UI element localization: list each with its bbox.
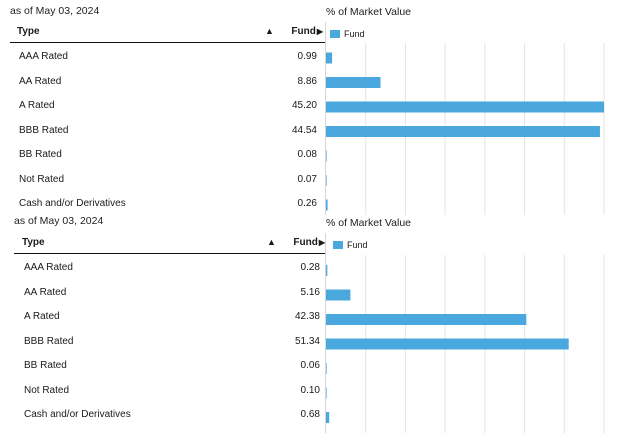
rating-type: AAA Rated: [24, 262, 73, 273]
rating-type: AAA Rated: [19, 51, 68, 62]
column-header-type[interactable]: Type: [17, 26, 40, 37]
fund-value: 45.20: [291, 100, 317, 111]
rating-type: BBB Rated: [19, 124, 69, 136]
table-row: AA Rated 5.16: [14, 280, 325, 305]
chart-panel-2: as of May 03, 2024 % of Market Value Fun…: [0, 212, 640, 433]
column-header-fund-label: Fund: [291, 26, 316, 37]
bar-plot-2: [326, 255, 605, 433]
bar-cash-and-or-derivatives: [326, 199, 328, 211]
bar-not-rated: [326, 387, 327, 399]
bar-bb-rated: [326, 150, 327, 162]
column-header-fund[interactable]: Fund▶: [291, 26, 323, 37]
fund-value: 42.38: [294, 311, 320, 322]
chart-panel-1: as of May 03, 2024 % of Market Value Fun…: [0, 0, 640, 215]
bar-aa-rated: [326, 289, 351, 301]
rating-table: Type ▲ Fund▶ AAA Rated 0.28 AA Rated 5.1…: [14, 233, 326, 433]
table-header: Type ▲ Fund▶: [14, 233, 325, 254]
table-row: A Rated 45.20: [10, 93, 325, 118]
chevron-right-icon: ▶: [318, 238, 325, 247]
legend-swatch: [330, 30, 340, 38]
fund-value: 0.28: [300, 262, 320, 273]
rating-type: A Rated: [24, 311, 60, 322]
rating-type: Cash and/or Derivatives: [19, 198, 126, 209]
sort-ascending-icon[interactable]: ▲: [267, 237, 276, 247]
fund-value: 0.26: [297, 198, 317, 209]
chart-title: % of Market Value: [326, 6, 412, 18]
fund-value: 0.10: [300, 384, 320, 396]
table-row: Cash and/or Derivatives 0.68: [14, 402, 325, 427]
rating-type: BBB Rated: [24, 335, 74, 347]
as-of-date: as of May 03, 2024: [10, 5, 100, 17]
bar-a-rated: [326, 101, 604, 113]
bar-aa-rated: [326, 77, 381, 88]
table-row: Not Rated 0.10: [14, 378, 325, 403]
column-header-fund[interactable]: Fund▶: [293, 237, 325, 248]
fund-value: 44.54: [291, 124, 317, 136]
rating-type: A Rated: [19, 100, 55, 111]
bar-bb-rated: [326, 363, 327, 374]
bar-bbb-rated: [326, 126, 600, 137]
rating-type: AA Rated: [24, 286, 67, 298]
chart-title: % of Market Value: [326, 217, 412, 229]
bar-plot-1: [326, 43, 605, 215]
chevron-right-icon: ▶: [316, 27, 323, 36]
sort-ascending-icon[interactable]: ▲: [265, 26, 274, 36]
legend: Fund: [333, 240, 368, 250]
fund-value: 0.99: [297, 51, 317, 62]
bar-bbb-rated: [326, 338, 569, 350]
fund-value: 0.07: [297, 173, 317, 185]
bar-cash-and-or-derivatives: [326, 412, 330, 423]
rating-type: BB Rated: [24, 360, 67, 371]
table-row: BB Rated 0.06: [14, 353, 325, 378]
fund-value: 0.08: [297, 149, 317, 160]
fund-value: 0.68: [300, 409, 320, 420]
as-of-date: as of May 03, 2024: [14, 215, 104, 227]
table-row: BBB Rated 44.54: [10, 118, 325, 143]
rating-type: BB Rated: [19, 149, 62, 160]
rating-type: Not Rated: [24, 384, 70, 396]
table-row: BB Rated 0.08: [10, 142, 325, 167]
fund-value: 5.16: [300, 286, 320, 298]
table-row: AAA Rated 0.28: [14, 255, 325, 280]
legend: Fund: [330, 29, 365, 39]
bar-a-rated: [326, 314, 527, 325]
table-row: BBB Rated 51.34: [14, 329, 325, 354]
bar-not-rated: [326, 175, 327, 186]
bar-aaa-rated: [326, 265, 328, 276]
table-row: A Rated 42.38: [14, 304, 325, 329]
rating-table: Type ▲ Fund▶ AAA Rated 0.99 AA Rated 8.8…: [10, 22, 326, 215]
rating-type: Cash and/or Derivatives: [24, 409, 131, 420]
table-row: Not Rated 0.07: [10, 167, 325, 192]
column-header-type[interactable]: Type: [22, 237, 45, 248]
table-row: AA Rated 8.86: [10, 69, 325, 94]
table-row: Cash and/or Derivatives 0.26: [10, 191, 325, 216]
bar-aaa-rated: [326, 52, 333, 64]
rating-type: AA Rated: [19, 75, 62, 87]
rating-type: Not Rated: [19, 173, 65, 185]
table-header: Type ▲ Fund▶: [10, 22, 325, 43]
legend-label: Fund: [344, 29, 365, 39]
fund-value: 51.34: [294, 335, 320, 347]
legend-label: Fund: [347, 240, 368, 250]
legend-swatch: [333, 241, 343, 249]
table-row: AAA Rated 0.99: [10, 44, 325, 69]
column-header-fund-label: Fund: [293, 237, 318, 248]
fund-value: 8.86: [297, 75, 317, 87]
fund-value: 0.06: [300, 360, 320, 371]
